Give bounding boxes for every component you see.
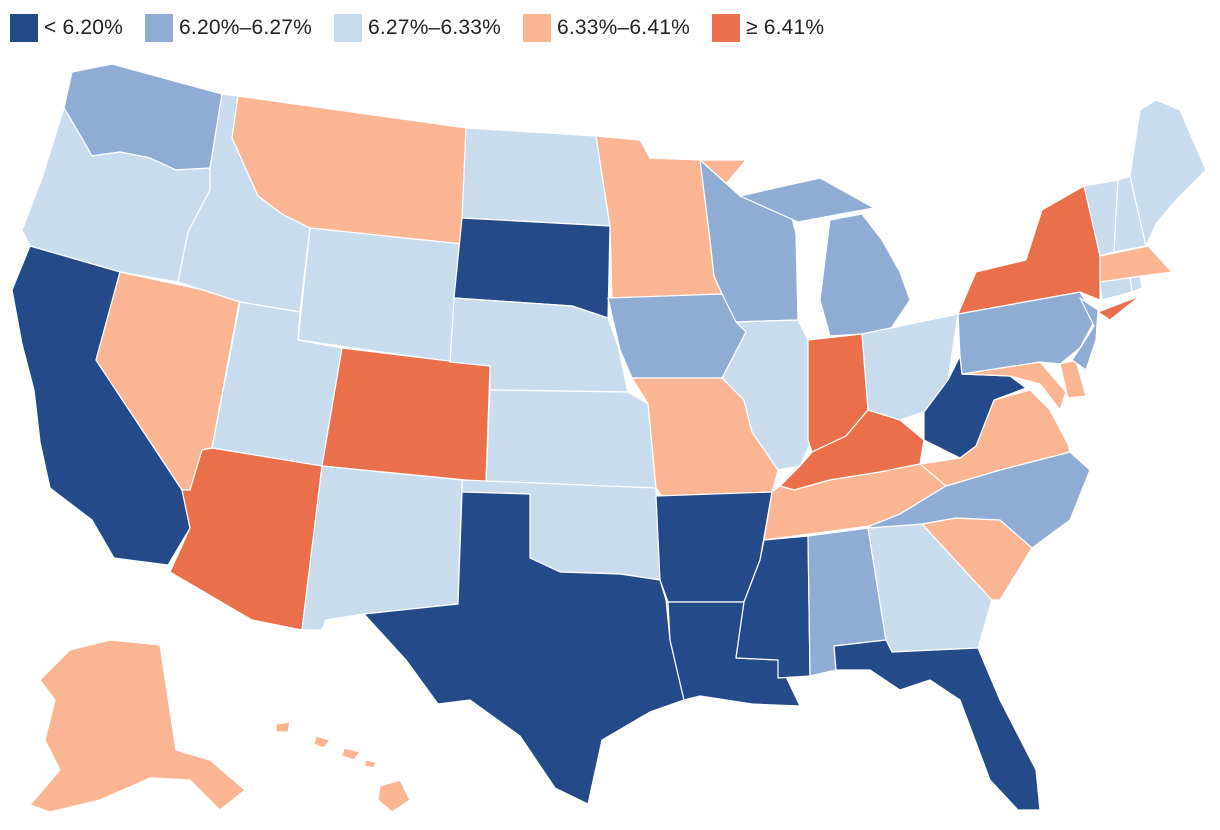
legend-swatch-b4 — [522, 14, 551, 42]
legend-item-b5: ≥ 6.41% — [711, 14, 825, 42]
state-FL[interactable] — [833, 639, 1041, 811]
state-NJ[interactable] — [1071, 297, 1099, 371]
legend-item-b3: 6.27%–6.33% — [334, 14, 501, 42]
legend: < 6.20% 6.20%–6.27% 6.27%–6.33% 6.33%–6.… — [10, 12, 846, 44]
legend-swatch-b1 — [10, 14, 38, 42]
state-ND[interactable] — [461, 127, 611, 227]
legend-swatch-b3 — [334, 14, 363, 42]
state-HI[interactable] — [275, 721, 411, 813]
legend-label-b5: ≥ 6.41% — [745, 16, 825, 39]
state-MI[interactable] — [739, 177, 911, 337]
legend-label-b2: 6.20%–6.27% — [179, 16, 313, 39]
legend-item-b4: 6.33%–6.41% — [522, 14, 690, 42]
legend-swatch-b2 — [145, 14, 174, 42]
legend-label-b3: 6.27%–6.33% — [368, 16, 501, 39]
legend-item-b2: 6.20%–6.27% — [145, 14, 312, 42]
state-WY[interactable] — [297, 227, 463, 363]
legend-item-b1: < 6.20% — [10, 14, 123, 42]
state-TX[interactable] — [363, 491, 685, 805]
state-IA[interactable] — [607, 293, 747, 379]
state-NM[interactable] — [301, 465, 463, 631]
state-KS[interactable] — [485, 389, 657, 489]
state-DE[interactable] — [1059, 359, 1087, 399]
state-IL[interactable] — [721, 319, 813, 471]
state-PA[interactable] — [957, 291, 1097, 375]
state-ME[interactable] — [1129, 99, 1207, 247]
legend-label-b4: 6.33%–6.41% — [556, 16, 690, 39]
state-CO[interactable] — [321, 347, 491, 483]
legend-swatch-b5 — [711, 14, 740, 42]
state-AK[interactable] — [29, 639, 246, 813]
state-WV[interactable] — [923, 355, 1027, 459]
legend-label-b1: < 6.20% — [44, 16, 124, 39]
